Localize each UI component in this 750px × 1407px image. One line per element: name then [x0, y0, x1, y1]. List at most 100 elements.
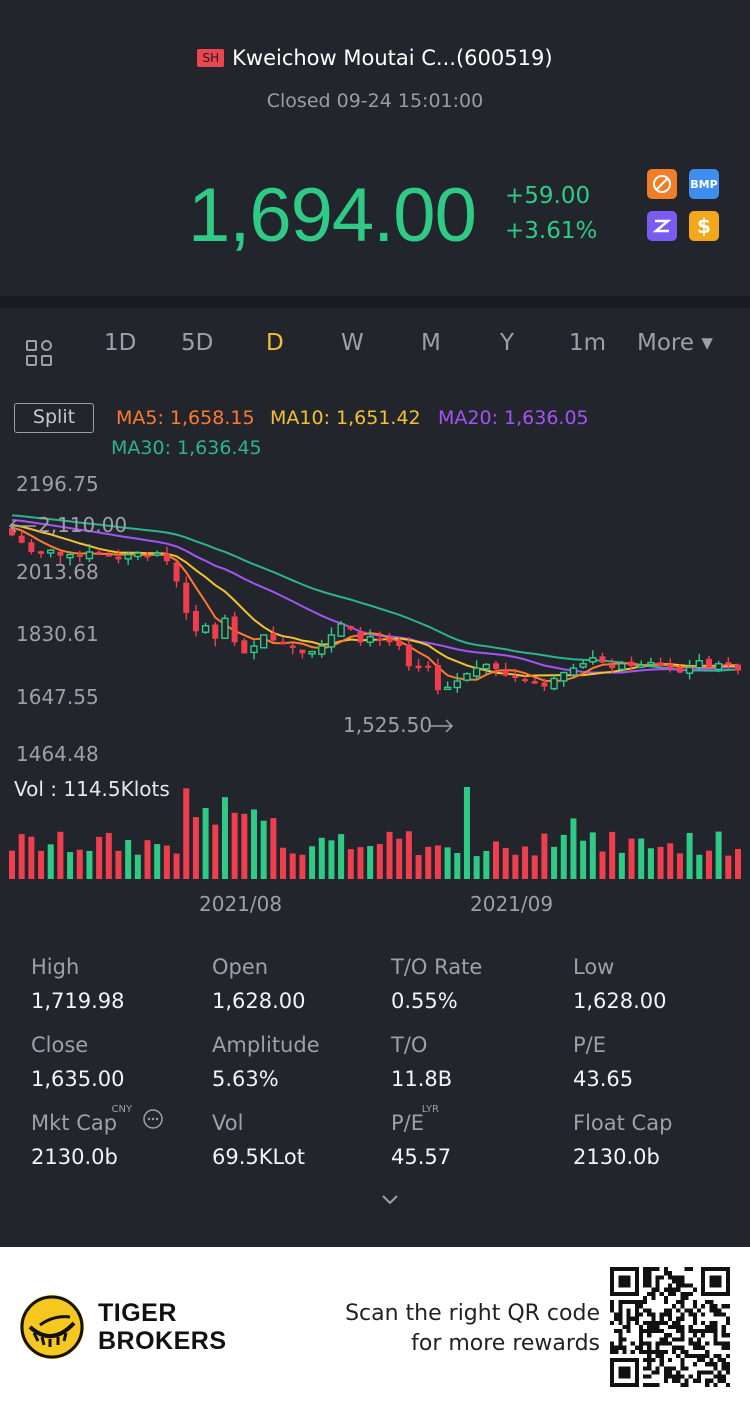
volume-bar — [125, 840, 132, 879]
volume-bar — [396, 838, 403, 879]
candle-body — [270, 633, 277, 641]
volume-bar — [551, 846, 558, 879]
volume-bar — [260, 820, 267, 879]
volume-label: Vol : 114.5Klots — [14, 777, 170, 801]
candle-body — [85, 551, 94, 560]
volume-bar — [299, 854, 306, 879]
promo-footer: TIGER BROKERS Scan the right QR code for… — [0, 1247, 750, 1407]
x-axis-label: 2021/09 — [470, 892, 554, 916]
ma10-line — [11, 523, 739, 678]
volume-bar — [676, 853, 683, 879]
z-icon[interactable] — [647, 211, 677, 241]
volume-bar — [657, 846, 664, 879]
tab-month[interactable]: M — [421, 330, 441, 356]
stat-turnover-rate: T/O Rate 0.55% — [391, 955, 483, 1013]
volume-bar — [405, 831, 412, 879]
volume-bar — [386, 831, 393, 879]
stat-volume: Vol 69.5KLot — [212, 1111, 305, 1169]
split-button[interactable]: Split — [14, 403, 94, 433]
candle-body — [676, 667, 683, 673]
candle-body — [153, 552, 161, 556]
qr-code-icon[interactable] — [610, 1267, 730, 1387]
layout-grid-icon[interactable] — [26, 340, 54, 368]
volume-bar — [28, 836, 35, 879]
volume-bar — [415, 855, 422, 879]
candle-body — [492, 663, 500, 669]
more-info-icon[interactable] — [142, 1108, 164, 1130]
candle-body — [725, 662, 732, 665]
ma20-value: MA20: 1,636.05 — [438, 407, 589, 429]
candle-body — [241, 640, 248, 654]
volume-bar — [628, 838, 635, 879]
volume-bar — [163, 845, 170, 879]
tab-day[interactable]: D — [266, 330, 284, 356]
volume-bar — [231, 812, 238, 879]
stock-title: SH Kweichow Moutai C...(600519) — [0, 46, 750, 70]
volume-bar — [686, 832, 693, 879]
volume-bar — [531, 855, 538, 879]
moving-average-lines — [11, 514, 739, 683]
stock-name: Kweichow Moutai C...(600519) — [232, 46, 553, 70]
volume-bar — [8, 850, 16, 879]
volume-bar — [492, 841, 500, 879]
volume-bar — [357, 847, 364, 879]
volume-bar — [580, 840, 587, 879]
volume-bar — [367, 846, 374, 879]
volume-bar — [154, 844, 161, 879]
volume-bar — [434, 845, 441, 879]
volume-bar — [444, 847, 451, 879]
price-change-percent: +3.61% — [505, 218, 598, 244]
candle-body — [589, 657, 597, 663]
volume-bar — [541, 833, 548, 879]
volume-bar — [96, 836, 103, 879]
candle-body — [734, 664, 742, 671]
candle-body — [347, 626, 354, 630]
y-axis-label: 2196.75 — [16, 472, 99, 496]
tab-5d[interactable]: 5D — [181, 330, 214, 356]
volume-bar — [115, 850, 122, 879]
candle-body — [231, 616, 238, 643]
tab-more[interactable]: More ▾ — [637, 330, 713, 356]
no-ads-icon[interactable] — [647, 169, 677, 199]
candle-body — [57, 551, 64, 556]
tab-week[interactable]: W — [341, 330, 364, 356]
candle-body — [463, 672, 471, 681]
volume-bar — [173, 853, 180, 879]
volume-bar — [454, 852, 461, 879]
candle-body — [386, 638, 393, 643]
volume-bar — [241, 813, 248, 879]
candlestick-chart[interactable]: 2,110.00 1,525.50 — [0, 470, 750, 890]
volume-bar — [463, 786, 470, 879]
expand-chevron-icon[interactable] — [380, 1190, 400, 1210]
candle-body — [512, 675, 519, 678]
ma5-line — [11, 526, 739, 683]
volume-bar — [696, 854, 703, 879]
last-price: 1,694.00 — [188, 173, 477, 258]
bmp-icon[interactable]: BMP — [689, 169, 719, 199]
stat-close: Close 1,635.00 — [31, 1033, 125, 1091]
volume-bar — [212, 824, 219, 879]
ma30-line — [11, 514, 739, 672]
tab-1d[interactable]: 1D — [104, 330, 137, 356]
candle-body — [405, 644, 412, 667]
tab-year[interactable]: Y — [500, 330, 515, 356]
tab-1min[interactable]: 1m — [569, 330, 607, 356]
ma30-value: MA30: 1,636.45 — [111, 437, 262, 459]
volume-bar — [570, 818, 577, 879]
stat-low: Low 1,628.00 — [573, 955, 667, 1013]
candle-body — [144, 555, 151, 558]
candle-body — [366, 636, 374, 643]
candle-body — [280, 641, 287, 645]
candle-body — [299, 649, 306, 654]
dollar-icon[interactable]: $ — [689, 211, 719, 241]
candle-body — [124, 553, 132, 560]
candle-body — [550, 677, 558, 690]
candle-body — [647, 661, 655, 666]
volume-bar — [183, 788, 190, 879]
candle-body — [250, 645, 258, 654]
currency-superscript: CNY — [111, 1104, 133, 1115]
candle-body — [163, 553, 170, 562]
volume-bar — [512, 854, 519, 879]
candle-body — [201, 625, 210, 633]
candle-body — [76, 555, 83, 558]
